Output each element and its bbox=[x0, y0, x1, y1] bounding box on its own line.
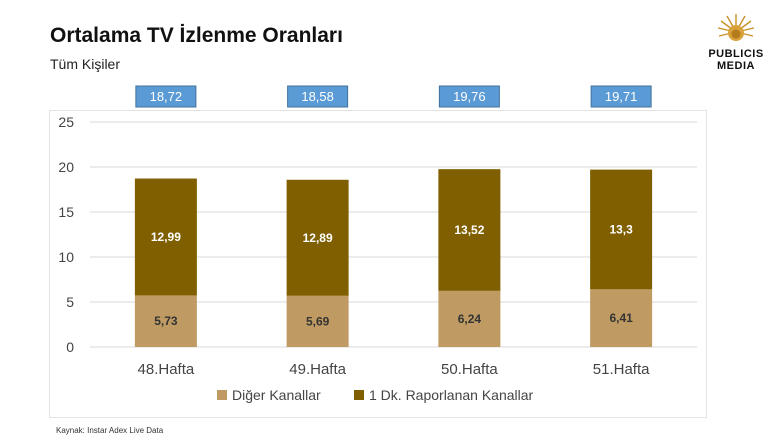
y-tick-label: 25 bbox=[58, 114, 74, 130]
publicis-media-logo: PUBLICIS MEDIA bbox=[700, 12, 772, 72]
bar-raporlanan-kanallar bbox=[286, 179, 349, 296]
data-label-raporlanan: 13,3 bbox=[609, 222, 633, 236]
data-label-diger: 6,24 bbox=[458, 312, 482, 326]
y-tick-label: 15 bbox=[58, 204, 74, 220]
data-label-diger: 5,73 bbox=[154, 314, 178, 328]
x-tick-label: 49.Hafta bbox=[289, 361, 346, 378]
x-tick-label: 48.Hafta bbox=[138, 361, 195, 378]
data-label-diger: 5,69 bbox=[306, 314, 330, 328]
page-subtitle: Tüm Kişiler bbox=[50, 56, 121, 72]
legend-label-diger: Diğer Kanallar bbox=[232, 387, 321, 403]
y-tick-label: 20 bbox=[58, 159, 74, 175]
y-tick-label: 5 bbox=[66, 294, 74, 310]
data-label-raporlanan: 12,99 bbox=[151, 230, 181, 244]
x-tick-label: 51.Hafta bbox=[593, 361, 650, 378]
bar-diger-kanallar bbox=[134, 295, 197, 347]
page-title: Ortalama TV İzlenme Oranları bbox=[50, 24, 343, 47]
total-badge bbox=[287, 85, 349, 108]
bar-diger-kanallar bbox=[286, 295, 349, 347]
bar-raporlanan-kanallar bbox=[438, 169, 501, 291]
total-badge bbox=[590, 85, 652, 108]
chart-frame bbox=[49, 110, 707, 418]
y-tick-label: 0 bbox=[66, 339, 74, 355]
legend-label-raporlanan: 1 Dk. Raporlanan Kanallar bbox=[369, 387, 534, 403]
bar-diger-kanallar bbox=[438, 290, 501, 347]
data-label-raporlanan: 13,52 bbox=[454, 223, 484, 237]
data-label-diger: 6,41 bbox=[609, 311, 633, 325]
total-label: 18,72 bbox=[150, 89, 183, 104]
logo-text-publicis: PUBLICIS bbox=[708, 48, 764, 60]
legend-swatch-diger bbox=[217, 390, 227, 400]
x-tick-label: 50.Hafta bbox=[441, 361, 498, 378]
total-label: 18,58 bbox=[301, 89, 334, 104]
logo-text-media: MEDIA bbox=[717, 60, 755, 72]
total-badge bbox=[135, 85, 197, 108]
legend-swatch-raporlanan bbox=[354, 390, 364, 400]
total-label: 19,76 bbox=[453, 89, 486, 104]
total-label: 19,71 bbox=[605, 89, 638, 104]
bar-raporlanan-kanallar bbox=[590, 169, 653, 290]
bar-raporlanan-kanallar bbox=[134, 178, 197, 296]
y-tick-label: 10 bbox=[58, 249, 74, 265]
lion-head-icon bbox=[717, 14, 755, 41]
source-note: Kaynak: Instar Adex Live Data bbox=[56, 426, 164, 435]
total-badge bbox=[438, 85, 500, 108]
bar-diger-kanallar bbox=[590, 289, 653, 347]
data-label-raporlanan: 12,89 bbox=[303, 231, 333, 245]
